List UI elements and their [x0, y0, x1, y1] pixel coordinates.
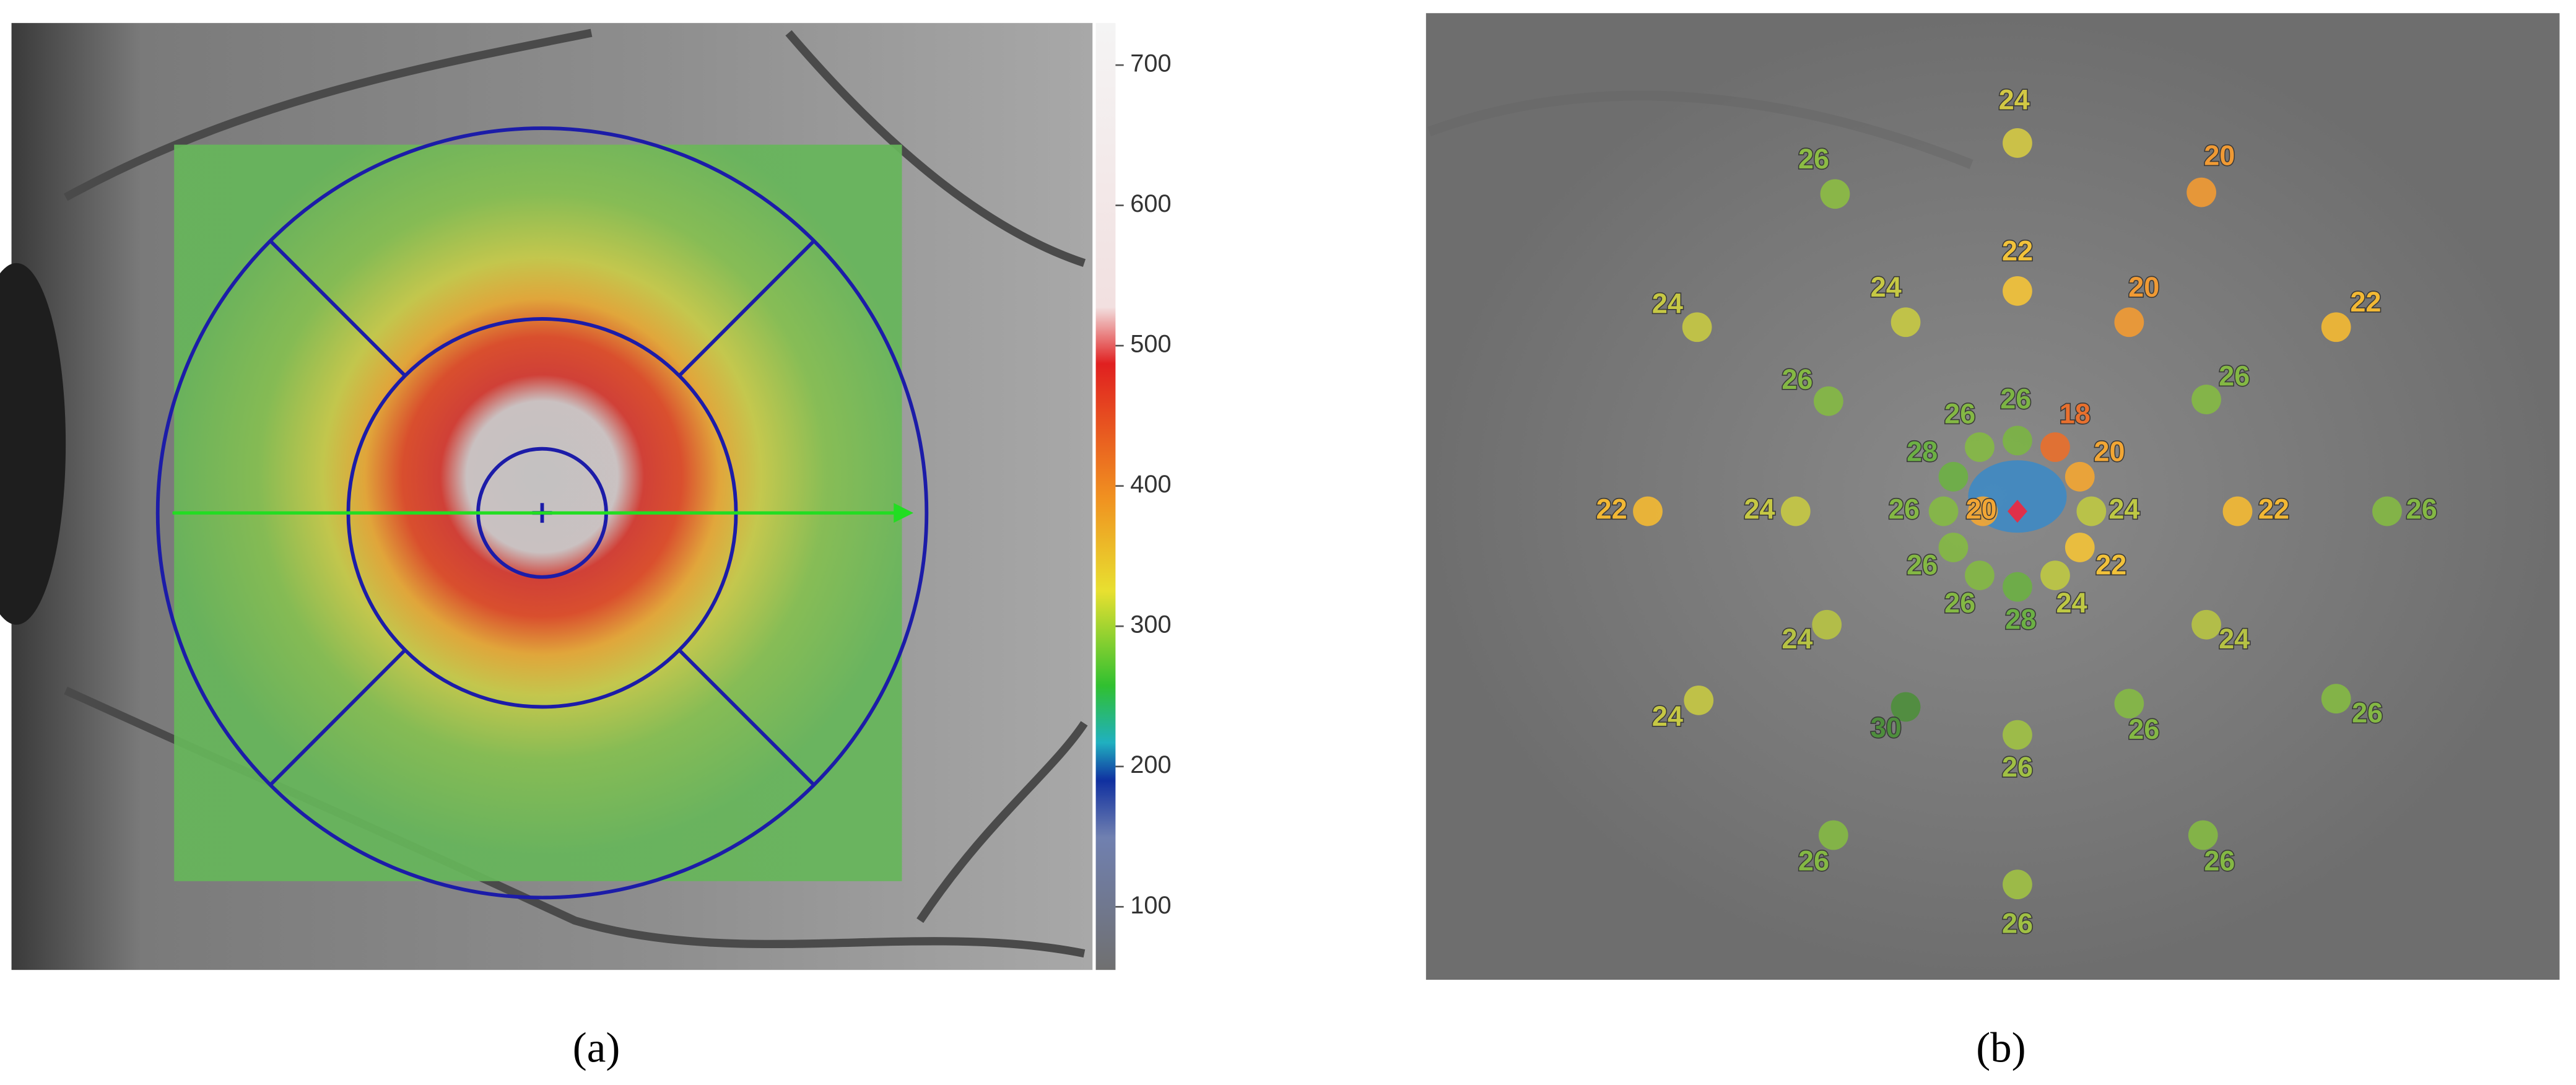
- fixation-center: [2008, 499, 2027, 523]
- sensitivity-label: 22: [2002, 235, 2033, 267]
- sensitivity-label: 26: [1798, 143, 1829, 175]
- colorbar-tick-label: 300: [1130, 611, 1171, 638]
- sensitivity-label: 26: [1889, 493, 1920, 525]
- sensitivity-dot: [2003, 572, 2032, 602]
- sensitivity-label: 26: [2002, 751, 2033, 783]
- sensitivity-label: 24: [2108, 493, 2139, 525]
- sensitivity-label: 20: [2094, 436, 2125, 468]
- sensitivity-dot: [1820, 179, 1850, 209]
- sensitivity-dot: [2076, 496, 2107, 526]
- sensitivity-label: 26: [2219, 360, 2250, 391]
- sensitivity-label: 24: [2056, 587, 2087, 619]
- sensitivity-dot: [1938, 461, 1969, 492]
- sensitivity-dot: [1965, 560, 1995, 590]
- sensitivity-label: 24: [1652, 700, 1683, 732]
- sensitivity-label: 24: [1782, 623, 1812, 655]
- sensitivity-dot: [2114, 307, 2144, 338]
- sensitivity-dot: [1891, 307, 1921, 338]
- sensitivity-label: 26: [1782, 364, 1812, 395]
- panel-label: (a): [573, 1024, 620, 1071]
- sensitivity-label: 22: [2258, 493, 2289, 525]
- scan-arrowhead: [894, 503, 914, 523]
- colorbar-tick-label: 500: [1130, 331, 1171, 358]
- sensitivity-dot: [2321, 684, 2351, 714]
- sensitivity-dot: [2222, 496, 2253, 526]
- optic-disc: [0, 263, 66, 625]
- sensitivity-label: 30: [1871, 712, 1902, 744]
- sensitivity-dot: [2191, 609, 2221, 640]
- sensitivity-label: 20: [1966, 493, 1997, 525]
- colorbar: [1095, 23, 1116, 970]
- sensitivity-label: 18: [2060, 398, 2091, 430]
- sensitivity-dot: [2003, 720, 2032, 750]
- sensitivity-label: 26: [2352, 697, 2383, 729]
- sensitivity-dot: [1938, 533, 1969, 562]
- sensitivity-dot: [1968, 496, 1998, 526]
- sensitivity-label: 26: [2002, 907, 2033, 939]
- sensitivity-dot: [2065, 461, 2095, 492]
- sensitivity-dot: [1965, 432, 1995, 462]
- sensitivity-dot: [1928, 496, 1959, 526]
- sensitivity-dot: [2114, 689, 2144, 719]
- colorbar-tick-label: 700: [1130, 50, 1171, 77]
- colorbar-tick-label: 200: [1130, 751, 1171, 778]
- sensitivity-label: 24: [1652, 288, 1683, 320]
- sensitivity-dot: [1682, 312, 1712, 342]
- sensitivity-dot: [1891, 692, 1921, 722]
- sensitivity-dot: [2003, 425, 2032, 456]
- sensitivity-label: 20: [2128, 271, 2159, 303]
- sensitivity-dot: [2040, 432, 2070, 462]
- sensitivity-label: 20: [2204, 140, 2235, 172]
- sensitivity-dot: [2372, 496, 2402, 526]
- sensitivity-dot: [2040, 560, 2070, 590]
- sensitivity-label: 24: [1744, 493, 1775, 525]
- sensitivity-dot: [1813, 386, 1843, 416]
- sensitivity-label: 24: [2219, 623, 2250, 655]
- sensitivity-dot: [2003, 128, 2032, 158]
- sensitivity-dot: [2321, 312, 2351, 342]
- sensitivity-label: 26: [1907, 549, 1938, 581]
- thickness-map-panel: 100 200 300 400 500 600 700: [0, 23, 1172, 970]
- sensitivity-dot: [2191, 385, 2221, 414]
- sensitivity-dot: [1812, 609, 1842, 640]
- sensitivity-dot: [1818, 820, 1848, 850]
- sensitivity-label: 24: [1871, 271, 1902, 303]
- sensitivity-label: 26: [1798, 845, 1829, 877]
- sensitivity-label: 26: [2128, 713, 2159, 745]
- sensitivity-label: 22: [1596, 493, 1627, 525]
- colorbar-tick-label: 400: [1130, 471, 1171, 498]
- colorbar-ticks: 100 200 300 400 500 600 700: [1115, 50, 1172, 919]
- sensitivity-label: 26: [1944, 398, 1975, 430]
- sensitivity-dot: [2065, 533, 2095, 562]
- colorbar-tick-label: 100: [1130, 892, 1171, 919]
- sensitivity-label: 26: [2204, 845, 2235, 877]
- sensitivity-label: 28: [1907, 436, 1938, 468]
- sensitivity-label: 26: [1944, 587, 1975, 619]
- sensitivity-label: 24: [1999, 84, 2030, 115]
- sensitivity-dot: [1684, 685, 1714, 715]
- sensitivity-label: 28: [2005, 603, 2036, 635]
- sensitivity-label: 22: [2095, 549, 2126, 581]
- sensitivity-dot: [1780, 496, 1811, 526]
- colorbar-tick-label: 600: [1130, 190, 1171, 217]
- sensitivity-dot: [2188, 820, 2218, 850]
- panel-label: (b): [1976, 1024, 2026, 1071]
- sensitivity-label: 26: [2000, 383, 2031, 415]
- sensitivity-label: 26: [2406, 493, 2437, 525]
- sensitivity-label: 22: [2350, 286, 2381, 318]
- sensitivity-dot: [2003, 869, 2032, 900]
- sensitivity-dot: [2187, 177, 2216, 207]
- vessel: [1427, 90, 1973, 169]
- sensitivity-dot: [1633, 496, 1663, 526]
- sensitivity-dot: [2003, 276, 2032, 306]
